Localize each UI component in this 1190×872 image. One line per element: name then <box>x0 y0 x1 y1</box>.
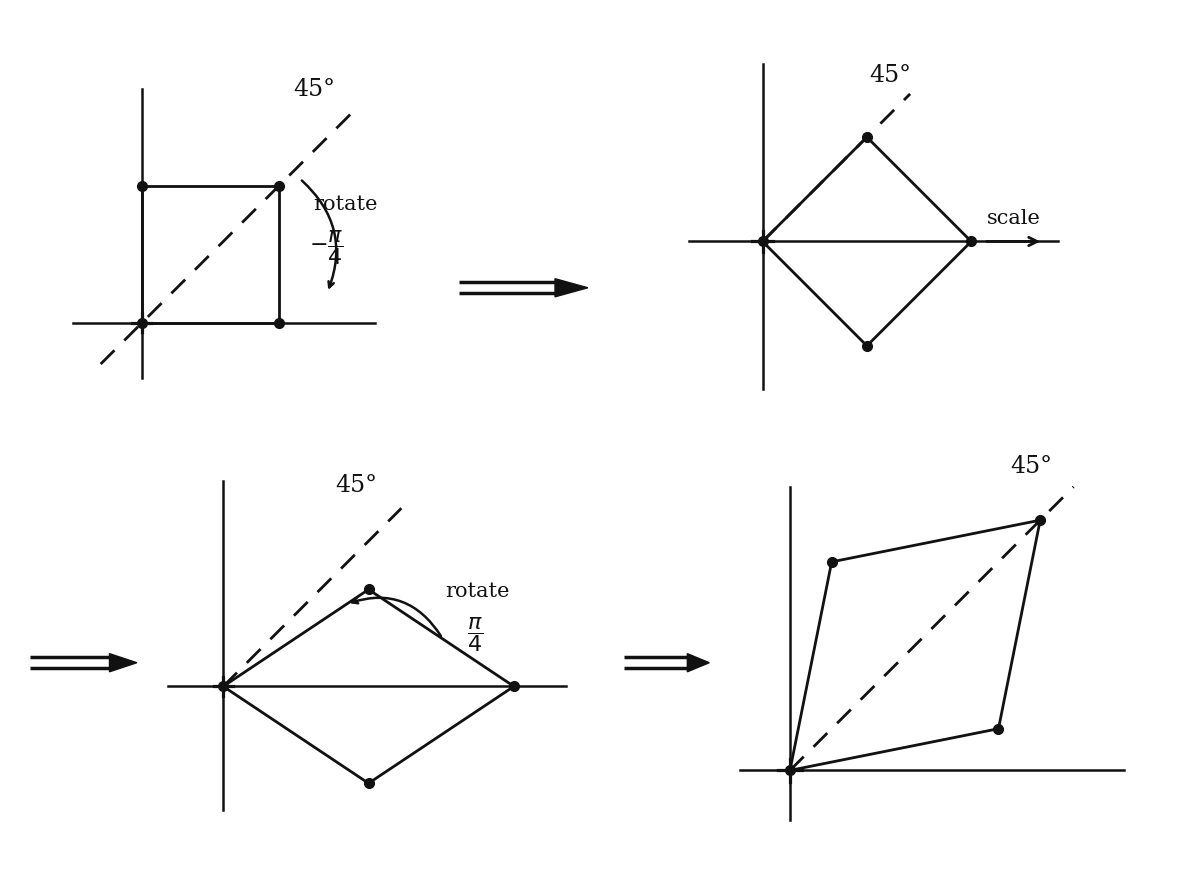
Text: rotate: rotate <box>313 195 378 215</box>
Text: rotate: rotate <box>445 582 509 602</box>
Text: scale: scale <box>987 208 1041 228</box>
Text: 45°: 45° <box>293 78 334 101</box>
Text: 45°: 45° <box>336 473 377 497</box>
Polygon shape <box>688 654 709 671</box>
Polygon shape <box>109 654 137 671</box>
Text: $-\dfrac{\pi}{4}$: $-\dfrac{\pi}{4}$ <box>309 228 344 267</box>
Polygon shape <box>555 279 588 296</box>
Text: $\dfrac{\pi}{4}$: $\dfrac{\pi}{4}$ <box>468 615 483 654</box>
Text: 45°: 45° <box>869 65 910 87</box>
Text: 45°: 45° <box>1010 455 1052 479</box>
